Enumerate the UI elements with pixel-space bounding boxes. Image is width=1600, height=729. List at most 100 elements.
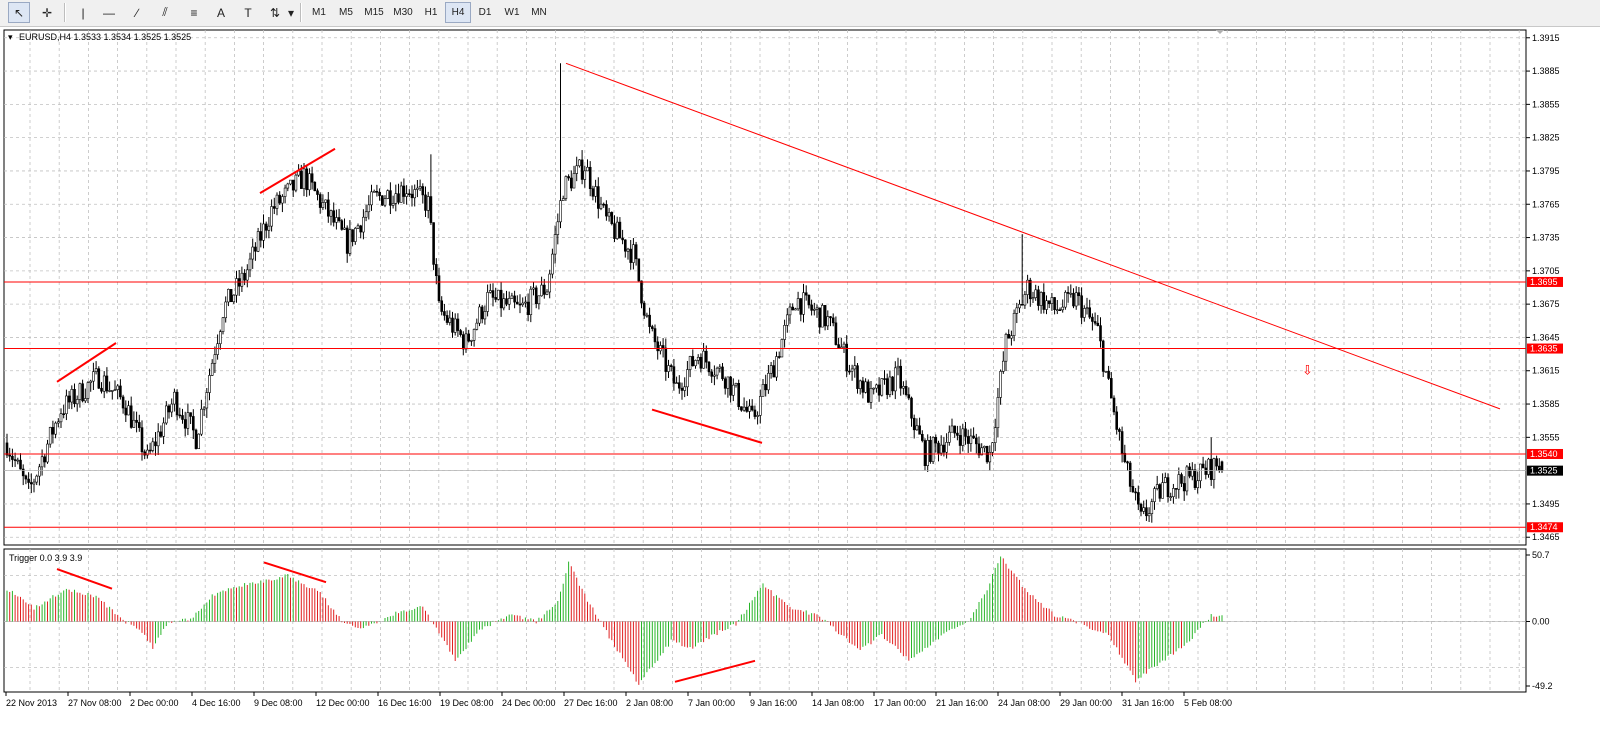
candle-body <box>715 367 719 376</box>
candle-body <box>146 449 149 456</box>
chart-shift-marker[interactable] <box>1216 30 1224 34</box>
timeframe-h4-button[interactable]: H4 <box>445 2 471 23</box>
candle-body <box>812 308 816 311</box>
time-axis-label: 31 Jan 16:00 <box>1122 698 1174 708</box>
candle-body <box>734 383 738 386</box>
candle-body <box>802 292 805 315</box>
candle-body <box>1069 292 1073 295</box>
candle-body <box>467 333 471 342</box>
candle-body <box>1107 370 1110 379</box>
candle-body <box>578 159 581 167</box>
candle-body <box>429 196 433 223</box>
trigger-histogram <box>6 556 1223 685</box>
divergence-line[interactable] <box>56 342 117 383</box>
current-price-tag <box>1527 465 1563 476</box>
candle-body <box>192 416 195 431</box>
time-axis-label: 16 Dec 16:00 <box>378 698 432 708</box>
candle-body <box>278 194 282 204</box>
candle-body <box>38 466 41 477</box>
candle-body <box>135 419 138 423</box>
candle-body <box>475 322 479 330</box>
candle-body <box>1045 300 1048 310</box>
timeframe-m30-button[interactable]: M30 <box>393 7 413 18</box>
candle-body <box>888 376 892 395</box>
channel-icon[interactable]: ⫽ <box>162 5 168 19</box>
divergence-line[interactable] <box>651 408 763 444</box>
time-axis-label: 2 Dec 00:00 <box>130 698 179 708</box>
candle-body <box>615 221 619 239</box>
candle-body <box>883 378 886 380</box>
time-axis-label: 7 Jan 00:00 <box>688 698 735 708</box>
candle-body <box>866 381 870 403</box>
candle-body <box>567 176 570 179</box>
candle-body <box>440 300 444 312</box>
candle-body <box>1083 308 1086 318</box>
text-icon[interactable]: A <box>216 5 225 20</box>
candle-body <box>961 428 965 446</box>
candle-body <box>1134 491 1137 494</box>
candle-body <box>831 317 835 324</box>
candle-body <box>59 413 63 423</box>
time-axis-label: 5 Feb 08:00 <box>1184 698 1232 708</box>
candle-body <box>75 399 79 405</box>
candle-body <box>337 217 341 221</box>
candle-body <box>254 246 257 252</box>
divergence-line[interactable] <box>674 659 756 683</box>
candle-body <box>575 165 579 174</box>
candle-body <box>713 374 716 377</box>
cursor-icon[interactable]: ↖ <box>8 2 30 23</box>
crosshair-icon[interactable]: ✛ <box>41 5 53 20</box>
candle-body <box>602 203 606 206</box>
candle-body <box>1058 309 1062 311</box>
timeframe-mn-button[interactable]: MN <box>531 7 547 18</box>
candle-body <box>383 198 387 206</box>
time-axis-label: 21 Jan 16:00 <box>936 698 988 708</box>
time-axis-label: 27 Nov 08:00 <box>68 698 122 708</box>
indicator-panel[interactable] <box>3 548 1527 693</box>
dropdown-icon[interactable]: ▾ <box>287 5 295 20</box>
candle-body <box>170 403 173 413</box>
trendline-icon[interactable]: ∕ <box>135 5 138 20</box>
candle-body <box>1061 306 1064 311</box>
candle-body <box>702 350 705 369</box>
price-panel[interactable] <box>3 29 1527 546</box>
candle-body <box>210 362 214 376</box>
timeframe-m5-button[interactable]: M5 <box>339 7 353 18</box>
timeframe-d1-button[interactable]: D1 <box>478 7 492 18</box>
candle-body <box>1104 370 1108 373</box>
candle-body <box>510 295 514 299</box>
candle-body <box>769 365 773 374</box>
candle-body <box>416 187 419 190</box>
candle-body <box>775 356 778 378</box>
candle-body <box>1066 292 1070 294</box>
candle-body <box>945 442 948 453</box>
candle-body <box>634 244 638 260</box>
candle-body <box>729 376 732 396</box>
candle-body <box>494 297 498 300</box>
horizontal-line-icon[interactable]: — <box>103 5 115 20</box>
candle-body <box>116 385 119 390</box>
candle-body <box>340 220 344 230</box>
candle-body <box>1153 488 1156 502</box>
candle-body <box>1185 466 1189 492</box>
timeframe-w1-button[interactable]: W1 <box>504 7 520 18</box>
candle-body <box>931 436 935 462</box>
candle-body <box>62 413 66 415</box>
candle-body <box>1147 513 1151 517</box>
trendline[interactable] <box>565 62 1501 410</box>
timeframe-m1-button[interactable]: M1 <box>312 7 326 18</box>
divergence-line[interactable] <box>263 561 327 584</box>
candle-body <box>232 294 236 303</box>
fibonacci-icon[interactable]: ≡ <box>190 5 198 20</box>
timeframe-h1-button[interactable]: H1 <box>424 7 438 18</box>
candle-body <box>850 368 854 372</box>
arrows-icon[interactable]: ⇅ <box>269 5 281 20</box>
divergence-line[interactable] <box>259 147 336 195</box>
candle-body <box>175 391 179 416</box>
text-label-icon[interactable]: T <box>244 5 252 20</box>
timeframe-m15-button[interactable]: M15 <box>364 7 384 18</box>
candle-body <box>1164 477 1167 483</box>
divergence-line[interactable] <box>56 568 113 590</box>
vertical-line-icon[interactable]: | <box>81 5 85 20</box>
